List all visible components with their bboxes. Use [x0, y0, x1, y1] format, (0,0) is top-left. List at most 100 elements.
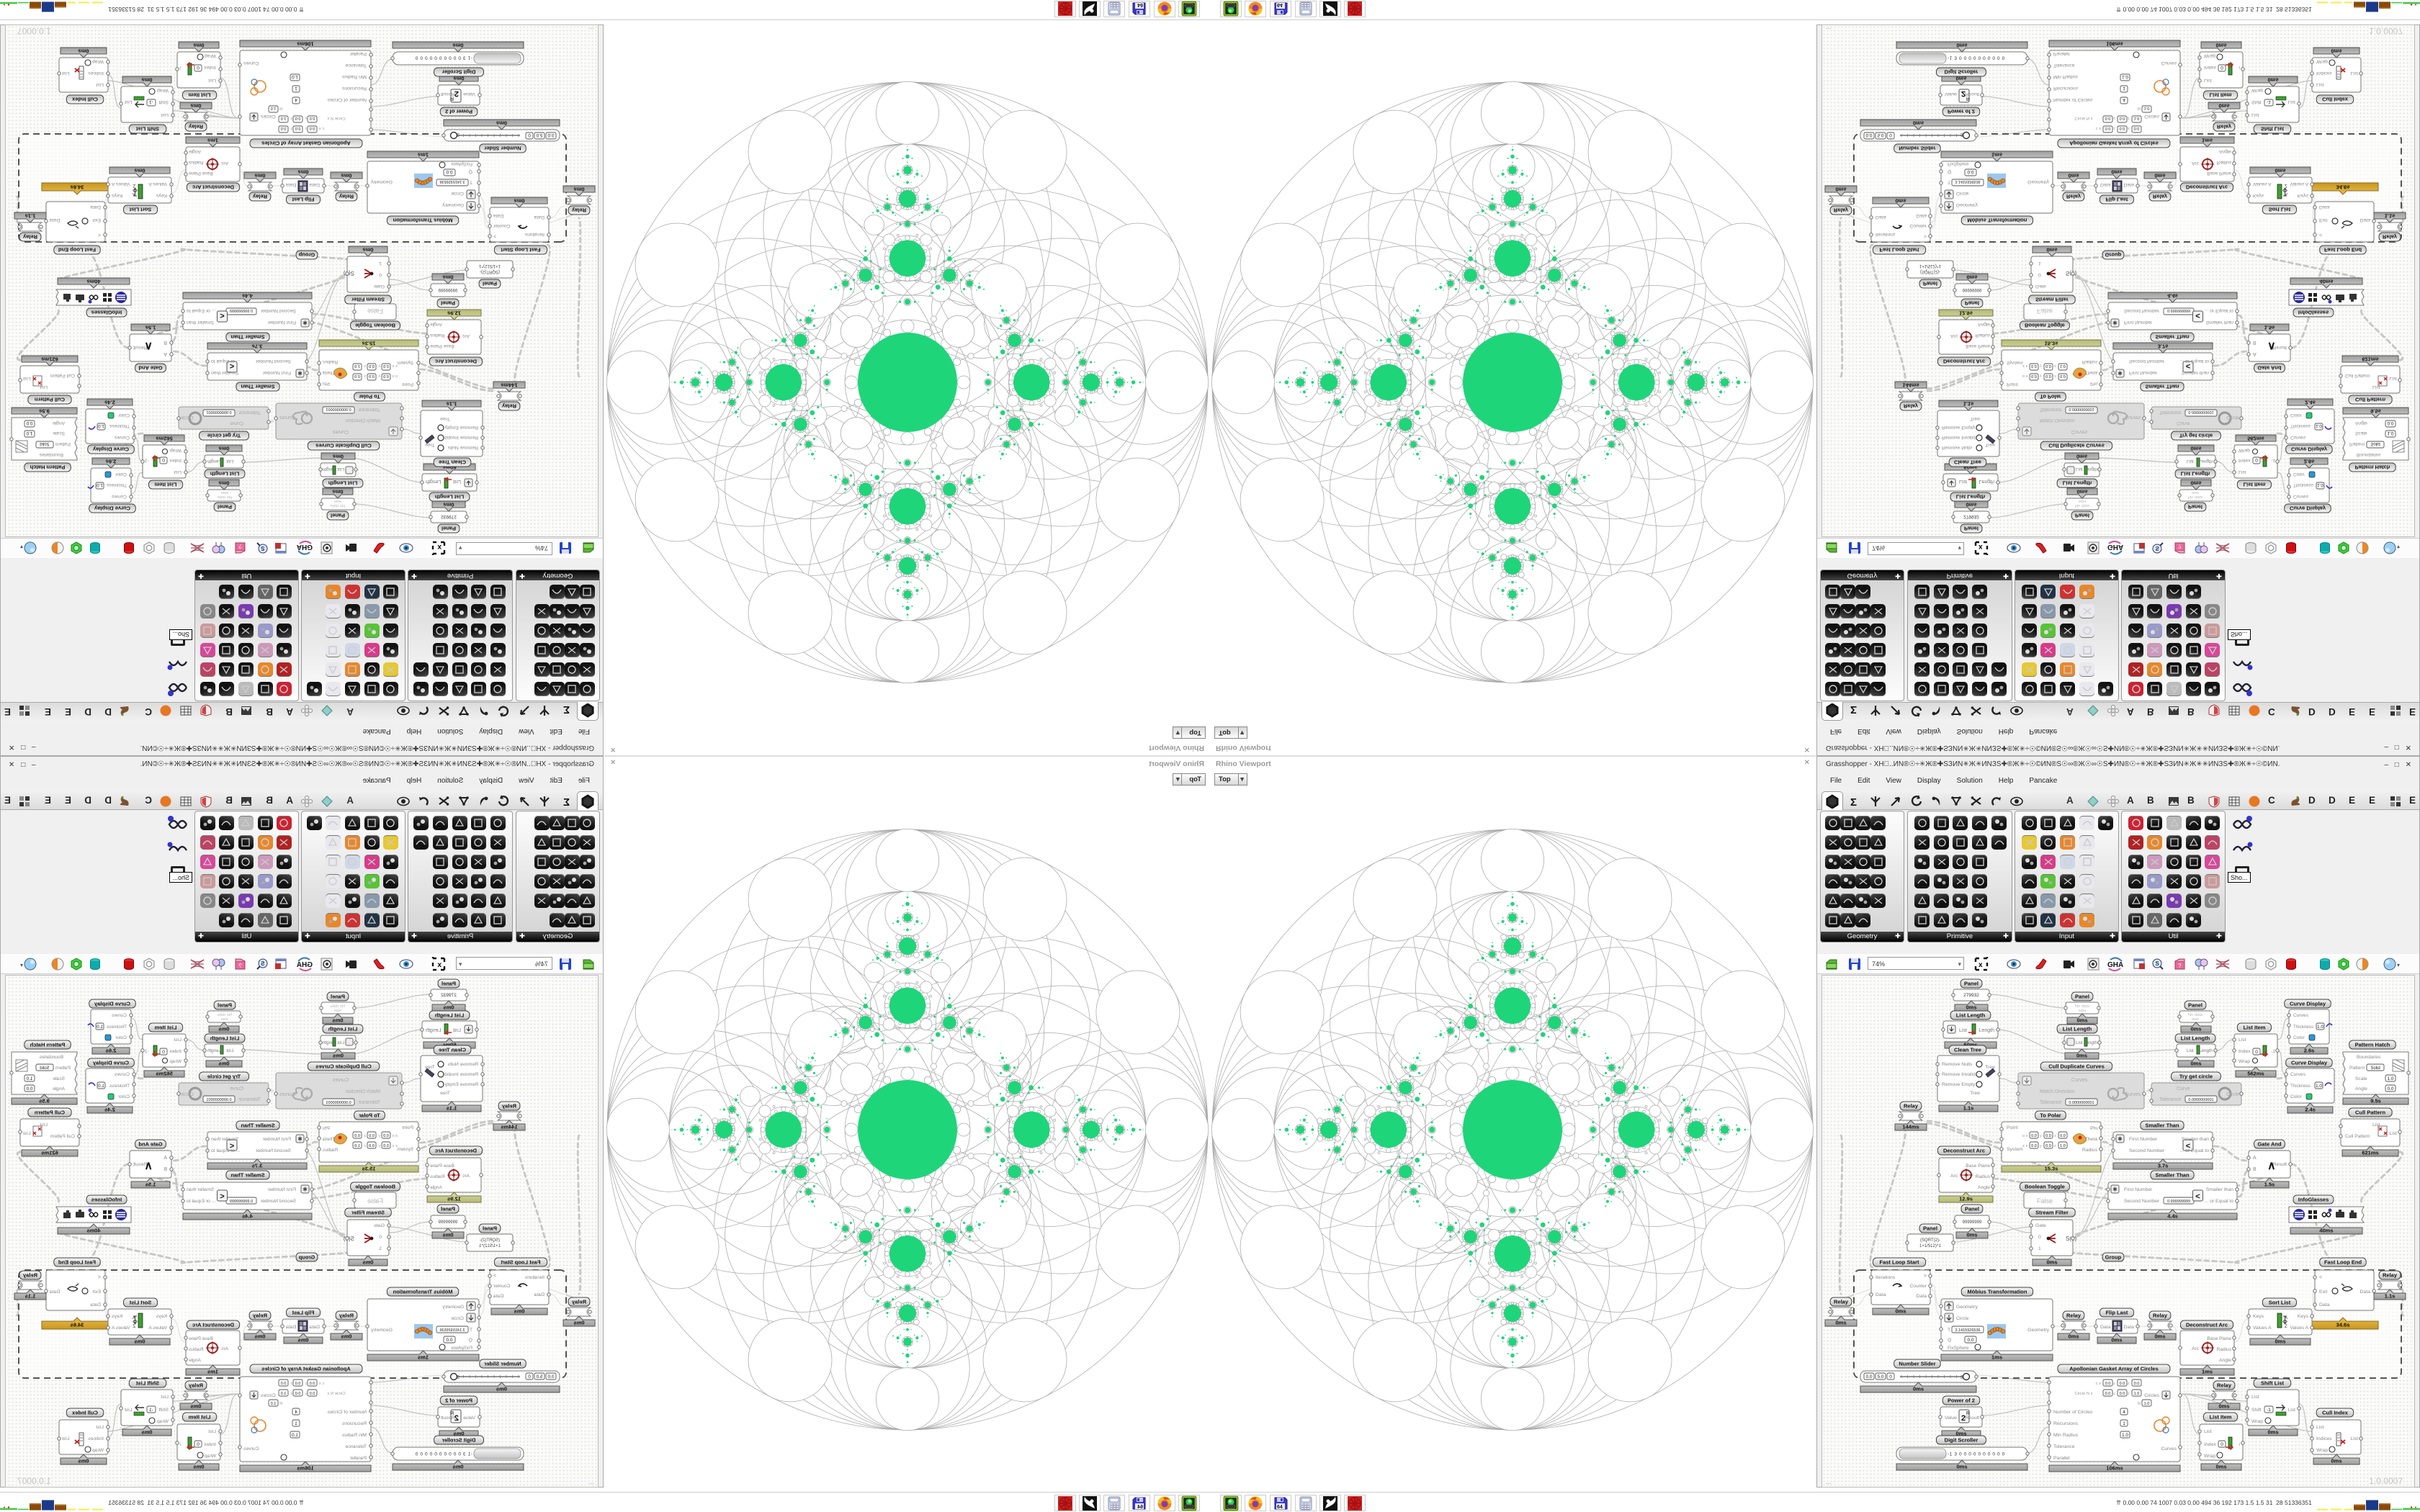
svg-text:Solid: Solid — [2370, 441, 2380, 446]
svg-text:2.4s: 2.4s — [2305, 400, 2316, 406]
svg-text:1ms: 1ms — [207, 1368, 218, 1374]
svg-text:0.0: 0.0 — [2031, 1144, 2037, 1148]
svg-text:Flip Last: Flip Last — [2106, 1310, 2128, 1316]
svg-text:Boundaries: Boundaries — [2357, 452, 2381, 457]
svg-text:List Length: List Length — [1956, 493, 1986, 500]
svg-text:... or Equal to: ... or Equal to — [211, 1148, 241, 1153]
svg-text:Data: Data — [309, 1325, 320, 1330]
svg-text:0ms: 0ms — [2076, 489, 2087, 495]
svg-text:12.9s: 12.9s — [447, 1195, 461, 1202]
svg-text:Match Direction: Match Direction — [345, 1089, 380, 1094]
svg-text:y: y — [305, 1392, 307, 1396]
svg-text:Curve Display: Curve Display — [2291, 1060, 2328, 1066]
svg-text:Digit Scroller: Digit Scroller — [1945, 1437, 1978, 1444]
svg-text:i: i — [180, 1442, 182, 1447]
svg-text:R: R — [1966, 1411, 1970, 1416]
svg-text:z: z — [364, 1144, 366, 1148]
svg-text:0ms: 0ms — [1966, 1231, 1977, 1238]
svg-text:Phi: Phi — [323, 1126, 330, 1131]
svg-text:Tolerance: Tolerance — [359, 1100, 380, 1105]
svg-text:y: y — [305, 1382, 307, 1386]
svg-text:0.0: 0.0 — [2045, 1144, 2051, 1148]
svg-text:z: z — [364, 1134, 366, 1138]
svg-text:List: List — [174, 1038, 182, 1043]
svg-text:T: T — [1948, 1328, 1950, 1333]
svg-text:y: y — [2113, 1382, 2115, 1386]
svg-text:Wrap: Wrap — [2204, 1454, 2215, 1459]
svg-text:Curve Display: Curve Display — [2291, 446, 2328, 452]
svg-text:0ms: 0ms — [2046, 1259, 2057, 1265]
svg-text:Data: Data — [493, 1294, 504, 1299]
svg-text:Color: Color — [2293, 1035, 2305, 1040]
svg-text:Gate And: Gate And — [2257, 1141, 2281, 1148]
svg-text:0ms: 0ms — [2111, 1336, 2122, 1343]
svg-text:0ms: 0ms — [254, 1333, 265, 1339]
svg-text:<: < — [220, 1192, 224, 1201]
svg-text:R: R — [2138, 1402, 2141, 1406]
svg-text:0ms: 0ms — [2076, 454, 2087, 460]
svg-text:Möbius Transformation: Möbius Transformation — [1968, 1289, 2027, 1295]
svg-text:Phi: Phi — [2090, 1126, 2097, 1131]
svg-text:First Number: First Number — [2124, 1187, 2153, 1192]
svg-text:was: was — [2191, 1017, 2199, 1022]
svg-text:Solid: Solid — [2370, 1066, 2380, 1071]
svg-text:Thickness: Thickness — [2290, 423, 2311, 428]
svg-text:S: S — [2156, 545, 2160, 552]
svg-text:0: 0 — [528, 1374, 531, 1380]
svg-text:0.0000000001: 0.0000000001 — [2188, 410, 2213, 414]
svg-text:Point: Point — [402, 1125, 413, 1130]
svg-text:Cull Pattern: Cull Pattern — [2355, 1110, 2386, 1116]
svg-text:List: List — [2372, 1122, 2380, 1128]
svg-text:Power of 2: Power of 2 — [1948, 1398, 1975, 1404]
svg-text:List Item: List Item — [2244, 481, 2266, 487]
svg-text:Min Radius: Min Radius — [2053, 1433, 2079, 1438]
svg-text:0.0000000001: 0.0000000001 — [2069, 407, 2094, 411]
svg-text:Arc: Arc — [462, 1174, 470, 1179]
svg-text:List Item: List Item — [2244, 1025, 2266, 1031]
svg-text:was: was — [2191, 490, 2199, 495]
svg-text:-1: -1 — [145, 1049, 149, 1054]
svg-text:Keys: Keys — [156, 1314, 167, 1319]
svg-text:Second Number: Second Number — [255, 1148, 291, 1153]
svg-text:Arc: Arc — [220, 1346, 228, 1351]
svg-text:1+1/512)^1: 1+1/512)^1 — [1919, 1244, 1942, 1248]
svg-text:>: > — [493, 1274, 496, 1279]
svg-text:z: z — [2128, 1382, 2130, 1386]
svg-text:1ms: 1ms — [1991, 1354, 2002, 1360]
svg-text:Remove Empty: Remove Empty — [1942, 1082, 1976, 1087]
svg-text:List: List — [226, 1048, 233, 1053]
svg-text:Gate: Gate — [374, 1223, 385, 1228]
svg-text:(SQRT(2)-: (SQRT(2)- — [1920, 1238, 1940, 1243]
svg-text:Curves: Curves — [2125, 415, 2141, 420]
svg-text:Remove Invalid: Remove Invalid — [1942, 435, 1976, 440]
svg-text:Boundaries: Boundaries — [39, 1055, 63, 1060]
svg-text:1ms: 1ms — [2202, 1368, 2213, 1374]
svg-text:0: 0 — [2220, 1442, 2223, 1447]
svg-text:40ms: 40ms — [2319, 1227, 2333, 1233]
svg-text:z: z — [2054, 1144, 2056, 1148]
svg-text:Number of Circles: Number of Circles — [327, 1410, 367, 1415]
svg-text:9.5s: 9.5s — [2370, 408, 2381, 415]
svg-text:No data: No data — [2188, 495, 2203, 499]
svg-text:0ms: 0ms — [2331, 1457, 2341, 1464]
svg-text:Panel: Panel — [441, 1206, 455, 1212]
svg-text:2.6s: 2.6s — [106, 1047, 117, 1053]
svg-text:-1: -1 — [2271, 1049, 2275, 1054]
svg-text:Relay: Relay — [188, 1382, 203, 1389]
svg-text:Digit Scroller: Digit Scroller — [442, 1437, 476, 1444]
svg-text:-1 3 0 0 0 0 0 0 0 0 0 0: -1 3 0 0 0 0 0 0 0 0 0 0 — [1948, 1452, 2005, 1457]
svg-text:0ms: 0ms — [341, 1333, 351, 1339]
svg-text:Values A: Values A — [148, 1326, 167, 1331]
svg-text:Data: Data — [2124, 1325, 2135, 1330]
svg-text:0ms: 0ms — [453, 1430, 464, 1436]
svg-text:FixSphere: FixSphere — [1948, 1346, 1969, 1351]
svg-text:Match Direction: Match Direction — [2040, 1089, 2075, 1094]
svg-text:was: was — [334, 1009, 342, 1013]
svg-text:Scale: Scale — [53, 1076, 65, 1081]
svg-text:Cull Pattern: Cull Pattern — [2345, 373, 2370, 378]
svg-text:Smaller Than: Smaller Than — [2145, 1122, 2179, 1129]
svg-text:Length: Length — [1979, 479, 1995, 484]
svg-text:Circles: Circles — [2144, 1393, 2159, 1398]
svg-text:... or Equal to: ... or Equal to — [2205, 1199, 2234, 1204]
svg-text:Base Plane: Base Plane — [2207, 1336, 2231, 1341]
